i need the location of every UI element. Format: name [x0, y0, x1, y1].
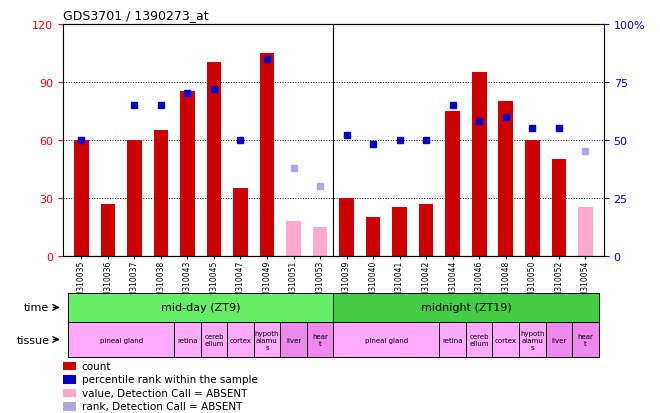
- Text: mid-day (ZT9): mid-day (ZT9): [161, 303, 240, 313]
- Text: cortex: cortex: [495, 337, 517, 343]
- Bar: [68, 322, 174, 357]
- Text: percentile rank within the sample: percentile rank within the sample: [82, 375, 257, 385]
- Text: hear
t: hear t: [312, 333, 328, 346]
- Bar: [519, 322, 546, 357]
- Bar: [339, 198, 354, 256]
- Text: hear
t: hear t: [578, 333, 593, 346]
- Bar: [313, 227, 327, 256]
- Bar: [392, 208, 407, 256]
- Bar: [180, 92, 195, 256]
- Text: pineal gland: pineal gland: [365, 337, 408, 343]
- Text: hypoth
alamu
s: hypoth alamu s: [520, 330, 544, 350]
- Bar: [572, 322, 599, 357]
- Bar: [578, 208, 593, 256]
- Bar: [366, 218, 380, 256]
- Bar: [546, 322, 572, 357]
- Bar: [201, 322, 227, 357]
- Bar: [466, 322, 492, 357]
- Text: cereb
ellum: cereb ellum: [204, 333, 224, 346]
- Bar: [154, 131, 168, 256]
- Bar: [286, 221, 301, 256]
- Bar: [440, 322, 466, 357]
- Bar: [259, 54, 275, 256]
- Bar: [472, 73, 486, 256]
- Text: cortex: cortex: [230, 337, 251, 343]
- Bar: [63, 389, 77, 397]
- Text: time: time: [24, 303, 50, 313]
- Text: GDS3701 / 1390273_at: GDS3701 / 1390273_at: [63, 9, 209, 22]
- Bar: [419, 204, 434, 256]
- Text: rank, Detection Call = ABSENT: rank, Detection Call = ABSENT: [82, 401, 242, 411]
- Bar: [333, 322, 440, 357]
- Bar: [333, 293, 599, 322]
- Bar: [174, 322, 201, 357]
- Text: pineal gland: pineal gland: [100, 337, 143, 343]
- Text: liver: liver: [551, 337, 566, 343]
- Bar: [63, 375, 77, 384]
- Text: count: count: [82, 361, 111, 371]
- Bar: [498, 102, 513, 256]
- Text: liver: liver: [286, 337, 301, 343]
- Bar: [63, 362, 77, 370]
- Bar: [233, 189, 248, 256]
- Text: hypoth
alamu
s: hypoth alamu s: [255, 330, 279, 350]
- Bar: [68, 293, 333, 322]
- Bar: [552, 160, 566, 256]
- Bar: [280, 322, 307, 357]
- Text: tissue: tissue: [16, 335, 50, 345]
- Bar: [207, 63, 221, 256]
- Bar: [253, 322, 280, 357]
- Text: cereb
ellum: cereb ellum: [469, 333, 489, 346]
- Bar: [525, 140, 540, 256]
- Bar: [127, 140, 142, 256]
- Bar: [227, 322, 253, 357]
- Bar: [63, 402, 77, 411]
- Bar: [74, 140, 88, 256]
- Bar: [307, 322, 333, 357]
- Text: midnight (ZT19): midnight (ZT19): [420, 303, 512, 313]
- Text: retina: retina: [177, 337, 197, 343]
- Text: value, Detection Call = ABSENT: value, Detection Call = ABSENT: [82, 388, 247, 398]
- Bar: [492, 322, 519, 357]
- Text: retina: retina: [442, 337, 463, 343]
- Bar: [100, 204, 115, 256]
- Bar: [446, 112, 460, 256]
